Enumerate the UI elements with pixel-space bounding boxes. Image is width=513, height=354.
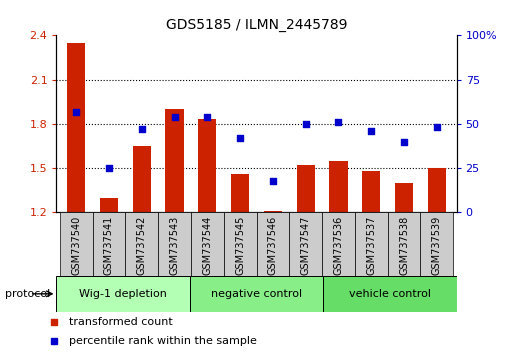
Text: GSM737546: GSM737546 bbox=[268, 216, 278, 275]
Point bbox=[433, 125, 441, 130]
Bar bbox=[256, 212, 289, 276]
Text: GSM737541: GSM737541 bbox=[104, 216, 114, 275]
Bar bbox=[421, 212, 453, 276]
Bar bbox=[158, 212, 191, 276]
Point bbox=[367, 128, 376, 134]
Bar bbox=[362, 171, 380, 212]
Text: GSM737547: GSM737547 bbox=[301, 216, 311, 275]
Text: GSM737544: GSM737544 bbox=[202, 216, 212, 275]
Point bbox=[105, 165, 113, 171]
Bar bbox=[289, 212, 322, 276]
Point bbox=[236, 135, 244, 141]
Point bbox=[72, 109, 80, 114]
Bar bbox=[133, 146, 151, 212]
Bar bbox=[224, 212, 256, 276]
Bar bbox=[231, 174, 249, 212]
Text: GSM737538: GSM737538 bbox=[399, 216, 409, 275]
Title: GDS5185 / ILMN_2445789: GDS5185 / ILMN_2445789 bbox=[166, 18, 347, 32]
Bar bbox=[388, 212, 421, 276]
Text: GSM737536: GSM737536 bbox=[333, 216, 344, 275]
Text: GSM737543: GSM737543 bbox=[169, 216, 180, 275]
Bar bbox=[60, 212, 92, 276]
Bar bbox=[56, 276, 190, 312]
Bar bbox=[191, 212, 224, 276]
Point bbox=[137, 126, 146, 132]
Text: negative control: negative control bbox=[211, 289, 302, 299]
Bar bbox=[297, 165, 314, 212]
Text: GSM737545: GSM737545 bbox=[235, 216, 245, 275]
Text: GSM737542: GSM737542 bbox=[136, 216, 147, 275]
Text: GSM737539: GSM737539 bbox=[432, 216, 442, 275]
Bar bbox=[92, 212, 125, 276]
Bar bbox=[355, 212, 388, 276]
Bar bbox=[67, 43, 85, 212]
Bar bbox=[329, 161, 347, 212]
Bar bbox=[428, 168, 446, 212]
Bar bbox=[166, 109, 184, 212]
Point bbox=[170, 114, 179, 120]
Bar bbox=[323, 276, 457, 312]
Text: protocol: protocol bbox=[5, 289, 50, 299]
Point bbox=[269, 178, 277, 183]
Point bbox=[400, 139, 408, 144]
Text: GSM737537: GSM737537 bbox=[366, 216, 377, 275]
Point bbox=[334, 119, 343, 125]
Bar bbox=[199, 119, 216, 212]
Text: GSM737540: GSM737540 bbox=[71, 216, 81, 275]
Text: Wig-1 depletion: Wig-1 depletion bbox=[79, 289, 167, 299]
Bar bbox=[264, 211, 282, 212]
Text: vehicle control: vehicle control bbox=[349, 289, 431, 299]
Bar bbox=[125, 212, 158, 276]
Text: transformed count: transformed count bbox=[69, 318, 173, 327]
Point bbox=[302, 121, 310, 127]
Point bbox=[203, 114, 211, 120]
Bar bbox=[322, 212, 355, 276]
Text: percentile rank within the sample: percentile rank within the sample bbox=[69, 336, 257, 346]
Bar bbox=[100, 198, 118, 212]
Bar bbox=[395, 183, 413, 212]
Bar bbox=[190, 276, 323, 312]
